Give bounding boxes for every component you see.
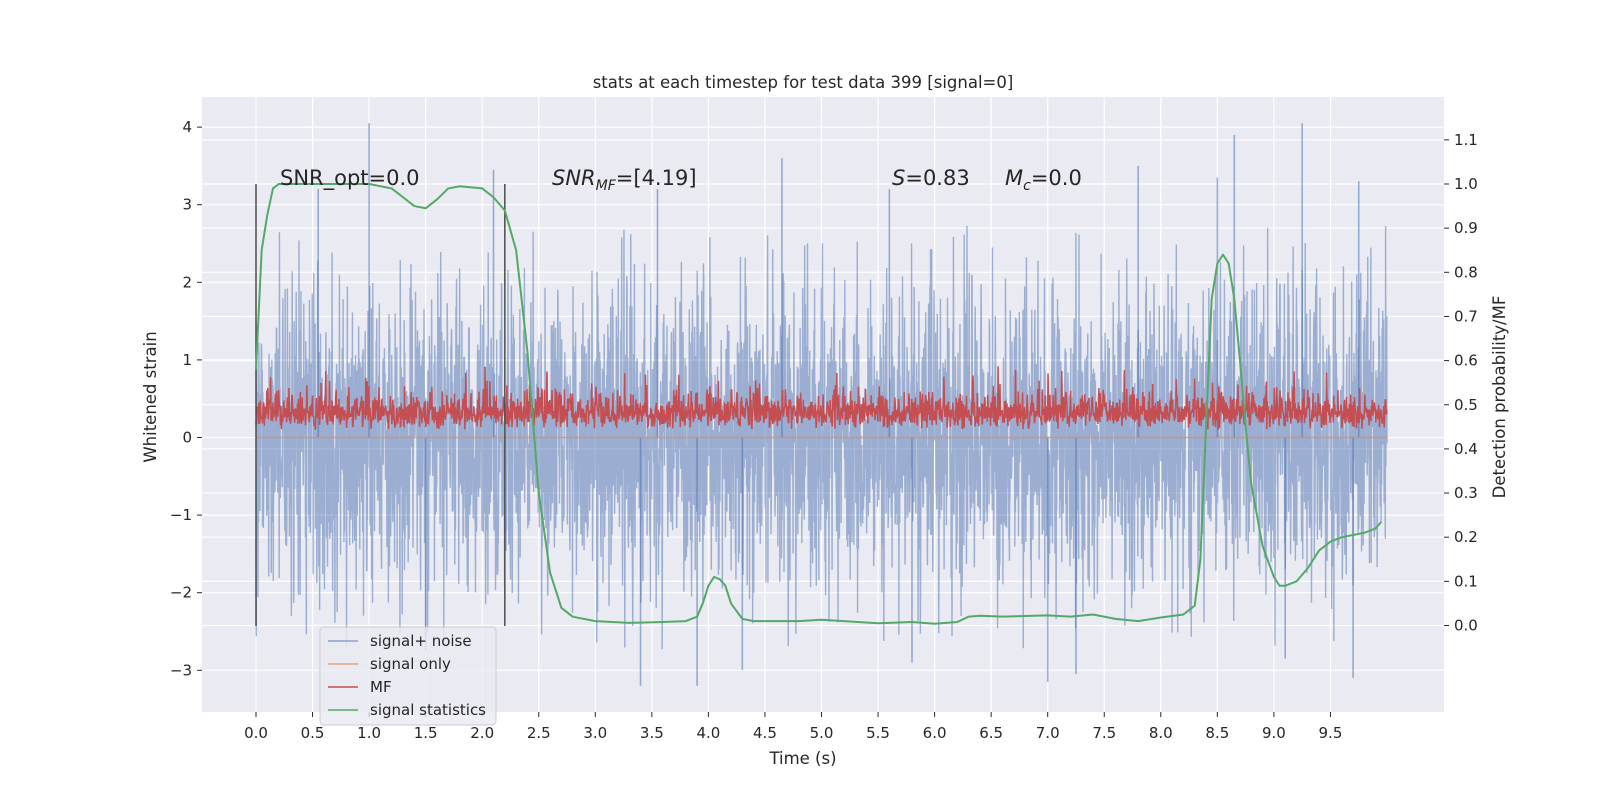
x-tick-label: 6.5 [979,724,1003,742]
y-right-tick-label: 0.9 [1454,219,1478,237]
y-right-tick-label: 0.1 [1454,572,1478,590]
mc-annotation: Mc=0.0 [1005,166,1082,194]
x-tick-label: 3.0 [583,724,607,742]
snr-mf-subscript: MF [596,178,617,194]
y-tick-label: −1 [170,506,192,524]
y-right-tick-label: 0.4 [1454,440,1478,458]
x-tick-label: 8.5 [1205,724,1229,742]
legend-label-signal-statistics: signal statistics [370,701,486,719]
x-tick-label: 2.5 [527,724,551,742]
x-tick-label: 0.0 [244,724,268,742]
s-symbol: S [892,166,905,190]
y-right-tick-label: 0.2 [1454,528,1478,546]
x-tick-label: 6.0 [923,724,947,742]
y-tick-label: 4 [182,118,192,136]
y-axis-right-title: Detection probability/MF [1490,296,1509,499]
y-right-tick-label: 1.1 [1454,131,1478,149]
y-tick-label: 1 [182,351,192,369]
signal-statistics-line [255,183,1383,625]
legend-box [319,626,497,726]
snr-mf-value: =[4.19] [616,166,697,190]
x-tick-label: 7.5 [1092,724,1116,742]
x-axis-ticks: 0.0 0.5 1.0 1.5 2.0 2.5 3.0 3.5 4.0 4.5 5.0 5.5 6.0 6… [244,712,1342,742]
mf-line [255,366,1388,430]
y-tick-label: 2 [182,273,192,291]
x-tick-label: 3.5 [640,724,664,742]
mc-symbol: M [1005,166,1023,190]
y-right-tick-label: 0.7 [1454,307,1478,325]
s-value: =0.83 [905,166,969,190]
legend-label-signal-noise: signal+ noise [370,632,472,650]
window-markers [255,184,506,626]
x-tick-label: 1.0 [357,724,381,742]
x-tick-label: 4.5 [753,724,777,742]
snr-opt-annotation: SNR_opt=0.0 [280,166,420,191]
y-right-tick-label: 0.0 [1454,617,1478,635]
y-right-tick-label: 1.0 [1454,175,1478,193]
y-axis-right-ticks: 1.1 1.0 0.9 0.8 0.7 0.6 0.5 0.4 0.3 0.2 0.1 0.0 [1444,131,1478,635]
x-tick-label: 5.5 [866,724,890,742]
x-tick-label: 4.0 [696,724,720,742]
x-tick-label: 9.5 [1319,724,1343,742]
mf-series [255,366,1388,430]
x-axis-title: Time (s) [768,749,836,768]
y-tick-label: −3 [170,661,192,679]
x-tick-label: 9.0 [1262,724,1286,742]
x-tick-label: 0.5 [301,724,325,742]
y-tick-label: −2 [170,584,192,602]
x-tick-label: 5.0 [810,724,834,742]
legend-label-mf: MF [370,678,392,696]
s-annotation: S=0.83 [892,166,970,190]
x-tick-label: 2.0 [470,724,494,742]
x-tick-label: 8.0 [1149,724,1173,742]
signal-statistics-series [255,183,1383,625]
y-axis-left-title: Whitened strain [141,331,160,462]
snr-mf-symbol: SNR [552,166,596,190]
mc-subscript: c [1023,178,1031,194]
legend-label-signal-only: signal only [370,655,451,673]
y-tick-label: 3 [182,196,192,214]
x-tick-label: 7.0 [1036,724,1060,742]
y-right-tick-label: 0.8 [1454,263,1478,281]
y-right-tick-label: 0.5 [1454,396,1478,414]
y-right-tick-label: 0.3 [1454,484,1478,502]
chart-title: stats at each timestep for test data 399… [593,73,1014,92]
y-tick-label: 0 [182,429,192,447]
y-axis-left-ticks: 4 3 2 1 0 −1 −2 −3 [170,118,202,679]
legend: signal+ noise signal only MF signal stat… [319,626,497,726]
snr-mf-annotation: SNRMF=[4.19] [552,166,697,194]
mc-value: =0.0 [1031,166,1082,190]
y-right-tick-label: 0.6 [1454,352,1478,370]
x-tick-label: 1.5 [414,724,438,742]
